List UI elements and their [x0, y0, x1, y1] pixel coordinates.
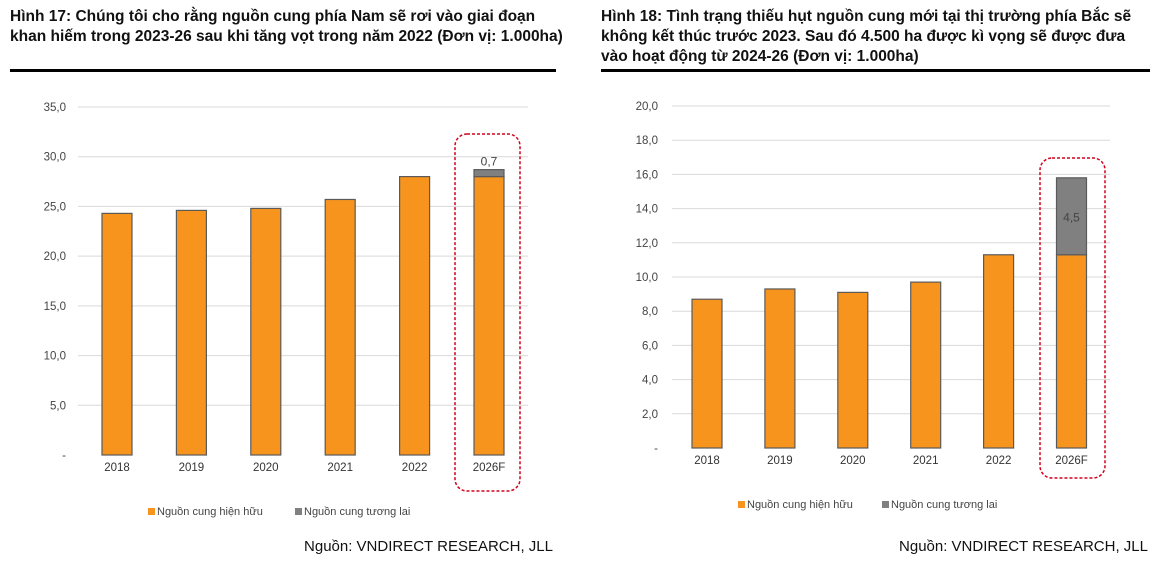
- data-label: 0,7: [481, 155, 498, 169]
- bar-future-2026F: [473, 169, 505, 178]
- y-tick-label: 18,0: [636, 135, 658, 147]
- x-tick-label: 2026F: [1055, 455, 1088, 467]
- bar-existing-2021: [910, 281, 942, 449]
- chart-2-title: Hình 18: Tình trạng thiếu hụt nguồn cung…: [601, 8, 1132, 65]
- bar-existing-2020: [837, 291, 869, 449]
- bar-existing-2022: [399, 176, 431, 456]
- y-tick-label: 10,0: [636, 272, 658, 284]
- legend-swatch: [148, 508, 155, 515]
- y-tick-label: 25,0: [44, 201, 66, 213]
- legend-swatch: [738, 501, 745, 508]
- y-tick-label: -: [654, 443, 658, 455]
- y-tick-label: 15,0: [44, 301, 66, 313]
- x-tick-label: 2020: [840, 455, 866, 467]
- chart-2-source: Nguồn: VNDIRECT RESEARCH, JLL: [899, 538, 1148, 555]
- x-tick-label: 2019: [179, 462, 205, 474]
- x-tick-label: 2019: [767, 455, 793, 467]
- highlight-box-2026F: [1039, 157, 1106, 479]
- legend-swatch: [882, 501, 889, 508]
- y-tick-label: 20,0: [44, 251, 66, 263]
- bar-existing-2021: [324, 198, 356, 456]
- bar-existing-2019: [764, 288, 796, 449]
- y-tick-label: 10,0: [44, 351, 66, 363]
- y-tick-label: 2,0: [642, 409, 658, 421]
- y-tick-label: 6,0: [642, 340, 658, 352]
- highlight-box-2026F: [454, 133, 521, 492]
- x-tick-label: 2020: [253, 462, 279, 474]
- title-rule: [601, 69, 1150, 72]
- bar-existing-2026F: [1055, 254, 1088, 449]
- y-tick-label: 30,0: [44, 152, 66, 164]
- y-tick-label: 16,0: [636, 169, 658, 181]
- legend-swatch: [295, 508, 302, 515]
- y-tick-label: 20,0: [636, 101, 658, 113]
- legend-label: Nguồn cung hiện hữu: [157, 506, 263, 518]
- bar-existing-2019: [175, 209, 207, 456]
- legend-label: Nguồn cung tương lai: [891, 499, 997, 511]
- y-tick-label: 4,0: [642, 375, 658, 387]
- bar-existing-2018: [101, 212, 133, 456]
- x-tick-label: 2026F: [473, 462, 506, 474]
- x-tick-label: 2018: [694, 455, 720, 467]
- legend-label: Nguồn cung hiện hữu: [747, 499, 853, 511]
- y-tick-label: -: [62, 450, 66, 462]
- bar-future-2026F: [1055, 177, 1088, 256]
- bar-existing-2022: [982, 254, 1015, 449]
- y-tick-label: 12,0: [636, 238, 658, 250]
- x-tick-label: 2022: [986, 455, 1012, 467]
- x-tick-label: 2021: [913, 455, 939, 467]
- y-tick-label: 14,0: [636, 204, 658, 216]
- y-tick-label: 5,0: [50, 400, 66, 412]
- data-label: 4,5: [1063, 210, 1080, 224]
- x-tick-label: 2022: [402, 462, 428, 474]
- title-rule: [10, 69, 556, 72]
- bar-existing-2020: [250, 207, 282, 456]
- x-tick-label: 2021: [327, 462, 353, 474]
- legend-label: Nguồn cung tương lai: [304, 506, 410, 518]
- bar-existing-2026F: [473, 176, 505, 456]
- y-tick-label: 8,0: [642, 306, 658, 318]
- chart-1-source: Nguồn: VNDIRECT RESEARCH, JLL: [304, 538, 553, 555]
- chart-1-title: Hình 17: Chúng tôi cho rằng nguồn cung p…: [10, 8, 563, 45]
- x-tick-label: 2018: [104, 462, 130, 474]
- y-tick-label: 35,0: [44, 102, 66, 114]
- bar-existing-2018: [691, 298, 723, 449]
